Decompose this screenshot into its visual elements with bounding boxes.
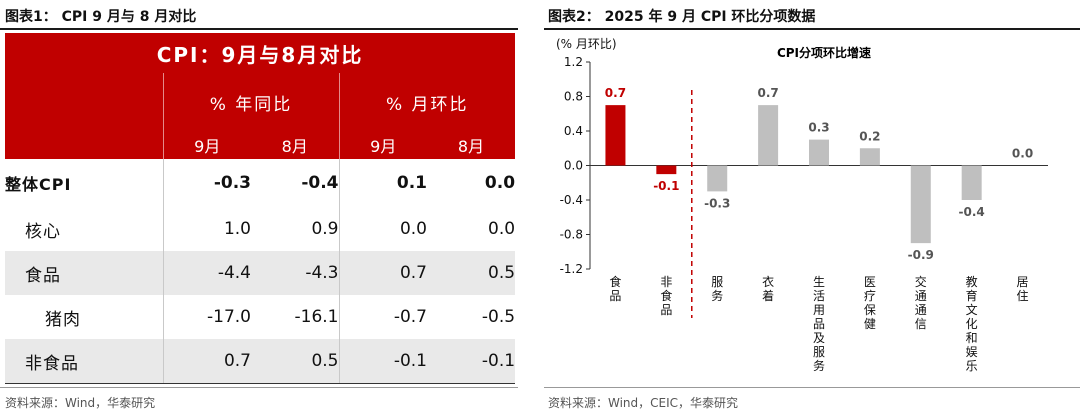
bar [809, 139, 829, 166]
category-label: 食品 [609, 274, 621, 303]
cell-value: -0.1 [338, 339, 427, 384]
cell-value: -17.0 [162, 295, 251, 339]
header-month: 9月 [162, 131, 251, 159]
cell-value: 0.0 [484, 173, 516, 193]
table-row: 猪肉 -17.0 -16.1 -0.7 -0.5 [5, 295, 515, 339]
y-tick-label: -0.4 [560, 193, 583, 207]
left-panel-title: 图表1： CPI 9 月与 8 月对比 [5, 9, 197, 25]
cell-value: -16.1 [294, 307, 339, 327]
cpi-comparison-table: CPI：9月与8月对比 % 年同比 % 月环比 9月 8月 9月 8月 整体CP… [5, 33, 516, 384]
bar [859, 148, 880, 166]
bar [656, 165, 677, 175]
data-label: -0.1 [653, 179, 679, 193]
chart-title: CPI分项环比增速 [777, 45, 871, 60]
header-month: 8月 [457, 137, 485, 156]
left-bottom-rule [0, 387, 518, 388]
header-blank [5, 73, 163, 131]
cell-value: 0.9 [311, 219, 339, 239]
y-tick-label: 0.0 [564, 159, 583, 173]
table-row: 食品 -4.4 -4.3 0.7 0.5 [5, 251, 516, 295]
header-yoy: % 年同比 [162, 73, 339, 131]
cell-value: 0.7 [338, 251, 427, 295]
header-month: 9月 [338, 131, 427, 159]
category-label: 生活用品及服务 [813, 275, 825, 373]
cell-value: 0.0 [488, 219, 516, 239]
right-title-rule [544, 28, 1080, 30]
right-panel-title: 图表2： 2025 年 9 月 CPI 环比分项数据 [548, 9, 816, 25]
cell-value: -0.4 [301, 173, 339, 193]
y-tick-label: 1.2 [564, 55, 583, 69]
category-label: 非食品 [660, 275, 672, 317]
left-title-rule [0, 28, 518, 30]
row-label: 猪肉 [45, 309, 81, 330]
data-label: -0.9 [908, 248, 934, 262]
y-tick-label: 0.4 [564, 124, 583, 138]
cell-value: -0.7 [338, 295, 427, 339]
y-tick-label: -0.8 [560, 228, 583, 242]
cell-value: -4.4 [162, 251, 251, 295]
row-label: 食品 [5, 251, 163, 295]
category-label: 衣着 [762, 274, 774, 303]
row-label: 核心 [25, 221, 61, 242]
bar [758, 105, 779, 166]
y-tick-label: -1.2 [560, 262, 583, 276]
bar [707, 165, 728, 192]
cell-value: 0.5 [251, 339, 339, 384]
y-tick-label: 0.8 [564, 90, 583, 104]
header-mom: % 月环比 [338, 73, 516, 131]
category-label: 教育文化和娱乐 [966, 274, 978, 373]
data-label: 0.7 [605, 86, 626, 100]
right-source-note: 资料来源：Wind，CEIC，华泰研究 [548, 396, 739, 410]
table-title: CPI：9月与8月对比 [156, 42, 364, 67]
header-blank-2 [5, 131, 163, 159]
data-label: 0.0 [1012, 147, 1033, 161]
cell-value: 0.5 [427, 251, 516, 295]
cell-value: -4.3 [251, 251, 339, 295]
header-month: 8月 [281, 137, 308, 156]
data-label: -0.3 [704, 196, 730, 210]
cell-value: 0.1 [338, 159, 427, 207]
category-label: 服务 [711, 275, 723, 303]
cpi-subitem-bar-chart: (% 月环比) CPI分项环比增速 1.2 0.8 0.4 0.0 -0.4 -0.8 -1… [556, 37, 1048, 373]
category-label: 医疗保健 [864, 275, 876, 331]
table-row: 整体CPI -0.3 -0.4 0.1 0.0 [5, 159, 515, 207]
data-label: 0.7 [757, 86, 778, 100]
table-row: 核心 1.0 0.9 0.0 0.0 [5, 207, 515, 251]
cell-value: -0.5 [481, 307, 516, 327]
cell-value: -0.3 [162, 159, 251, 207]
data-label: 0.3 [808, 121, 829, 135]
y-axis-title: (% 月环比) [556, 37, 617, 51]
row-label: 非食品 [5, 339, 163, 384]
table-row: 非食品 0.7 0.5 -0.1 -0.1 [5, 339, 516, 384]
category-label: 交通通信 [915, 274, 927, 331]
data-label: 0.2 [859, 129, 880, 143]
cell-value: 0.0 [338, 207, 427, 251]
row-label: 整体CPI [5, 175, 72, 194]
right-bottom-rule [544, 387, 1080, 388]
bar [910, 165, 931, 244]
data-label: -0.4 [959, 205, 985, 219]
cell-value: 0.7 [162, 339, 251, 384]
category-label: 居住 [1017, 275, 1029, 303]
cell-value: -0.1 [427, 339, 516, 384]
left-source-note: 资料来源：Wind，华泰研究 [5, 396, 156, 410]
bar [961, 165, 982, 200]
cell-value: 1.0 [162, 207, 251, 251]
bar [605, 105, 626, 166]
